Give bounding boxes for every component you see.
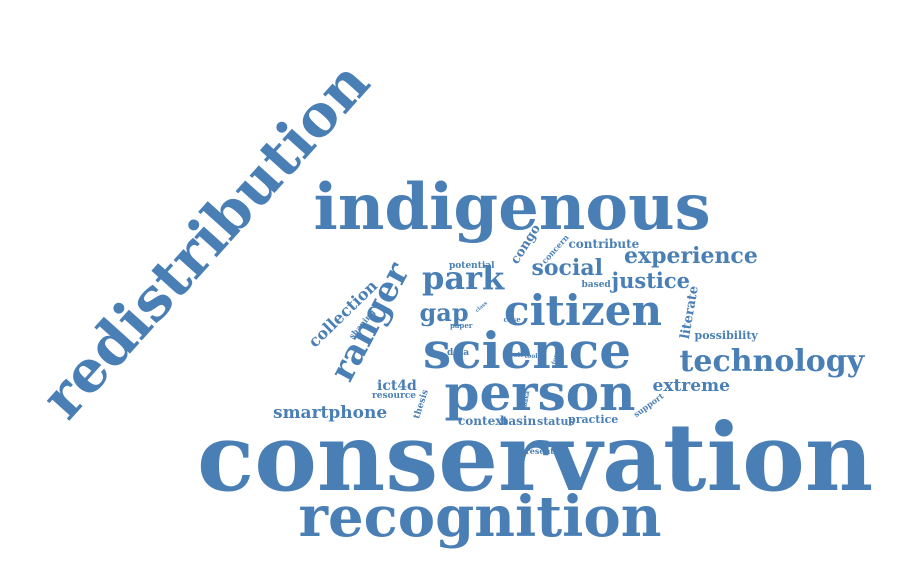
word-status: status xyxy=(537,414,575,428)
word-paper: paper xyxy=(450,320,473,330)
word-possibility: possibility xyxy=(694,328,758,342)
word-tool: tool xyxy=(524,353,538,360)
word-context: context xyxy=(458,414,508,428)
word-present: present xyxy=(520,446,555,456)
word-data: data xyxy=(447,347,470,358)
word-role: role xyxy=(510,352,524,359)
word-case: case xyxy=(503,314,521,324)
word-justice: justice xyxy=(611,267,691,293)
word-potential: potential xyxy=(449,260,495,271)
word-park: park xyxy=(422,259,505,297)
word-social: social xyxy=(531,255,603,281)
word-class: class xyxy=(474,299,489,314)
word-practice: practice xyxy=(568,412,619,426)
word-conservation: conservation xyxy=(197,403,874,513)
word-based: based xyxy=(581,279,611,290)
word-person: person xyxy=(444,363,636,422)
word-resource: resource xyxy=(372,390,417,401)
word-ict4d: ict4d xyxy=(377,378,417,394)
word-science: science xyxy=(423,321,632,380)
word-gap: gap xyxy=(419,298,469,327)
word-indigenous: indigenous xyxy=(313,170,711,245)
word-contribute: contribute xyxy=(568,237,640,251)
word-technology: technology xyxy=(679,344,865,379)
word-smartphone: smartphone xyxy=(273,402,388,423)
word-recognition: recognition xyxy=(298,484,662,550)
word-basin: basin xyxy=(500,414,537,428)
word-citizen: citizen xyxy=(504,286,662,335)
word-experience: experience xyxy=(624,243,758,269)
word-extreme: extreme xyxy=(652,375,730,396)
